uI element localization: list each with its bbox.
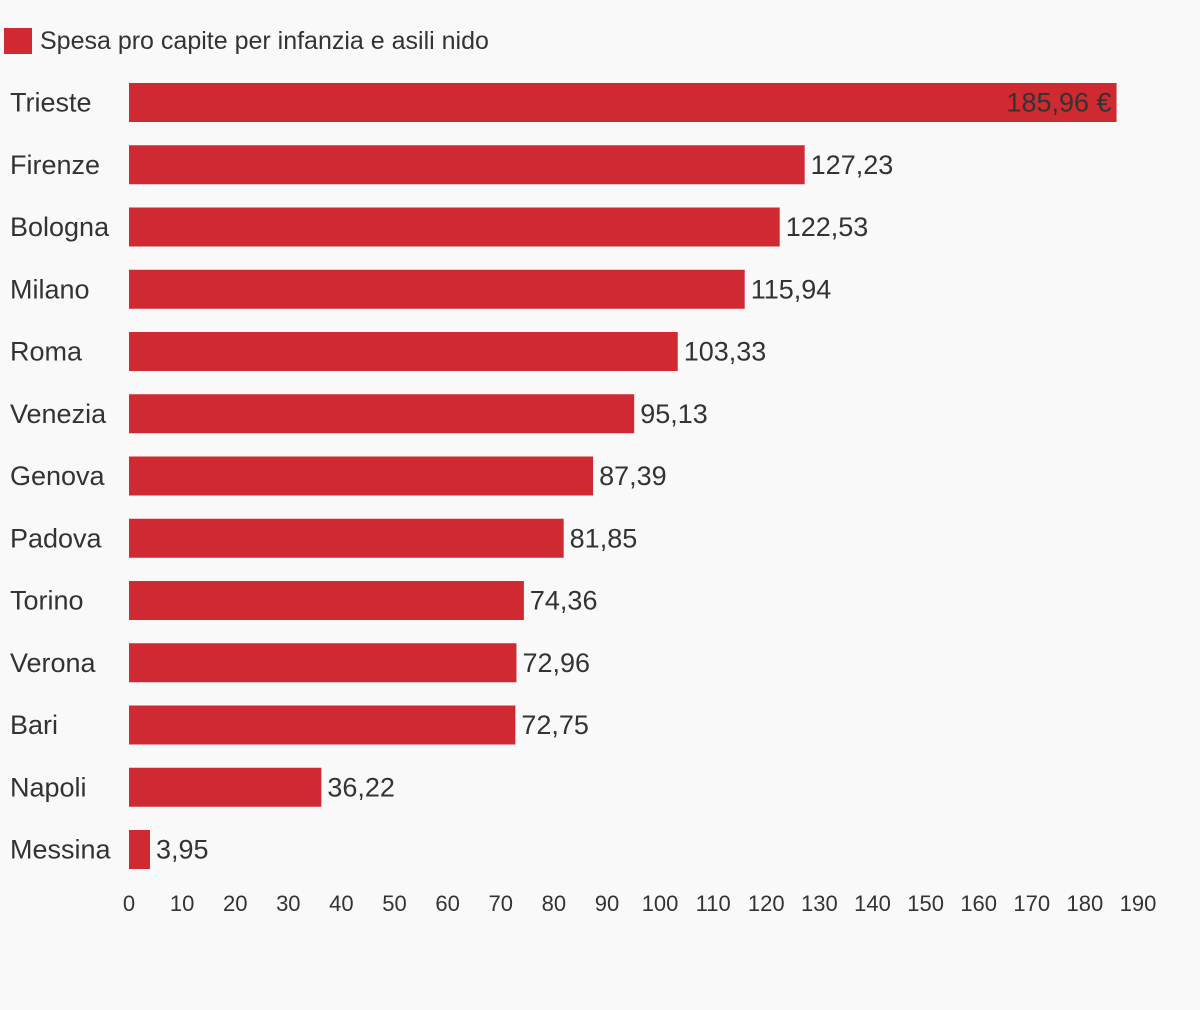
bar-genova — [129, 456, 594, 496]
bar-venezia — [129, 394, 635, 434]
category-label: Venezia — [10, 399, 107, 429]
category-label: Bologna — [10, 212, 110, 242]
x-tick-label: 70 — [488, 891, 512, 916]
legend-label: Spesa pro capite per infanzia e asili ni… — [40, 26, 489, 55]
x-tick-label: 10 — [170, 891, 194, 916]
data-label: 72,96 — [522, 648, 590, 678]
data-label: 3,95 — [156, 835, 209, 865]
bar-padova — [129, 518, 564, 558]
x-tick-label: 100 — [642, 891, 679, 916]
x-tick-label: 0 — [123, 891, 135, 916]
bars-layer — [129, 83, 1117, 869]
category-label: Messina — [10, 835, 112, 865]
bar-milano — [129, 269, 745, 309]
category-label: Torino — [10, 586, 84, 616]
data-label: 122,53 — [786, 212, 869, 242]
data-labels-layer: 185,96 € 127,23 122,53 115,94 103,33 95,13 87,… — [156, 88, 1112, 865]
bar-torino — [129, 581, 524, 620]
x-axis-ticks: 0 10 20 30 40 50 60 70 80 90 100 110 120 130 140 150 160… — [123, 891, 1156, 916]
x-tick-label: 150 — [907, 891, 944, 916]
bar-napoli — [129, 767, 322, 807]
x-tick-label: 170 — [1013, 891, 1050, 916]
x-tick-label: 160 — [960, 891, 997, 916]
bar-firenze — [129, 145, 805, 185]
data-label: 72,75 — [521, 710, 589, 740]
legend-swatch — [4, 28, 32, 54]
x-tick-label: 180 — [1067, 891, 1104, 916]
bar-roma — [129, 332, 678, 371]
category-label: Trieste — [10, 88, 92, 118]
category-label: Roma — [10, 337, 83, 367]
x-tick-label: 60 — [435, 891, 459, 916]
x-tick-label: 130 — [801, 891, 838, 916]
category-label: Firenze — [10, 150, 100, 180]
bar-messina — [129, 830, 150, 869]
x-tick-label: 50 — [382, 891, 406, 916]
chart-legend: Spesa pro capite per infanzia e asili ni… — [4, 26, 489, 56]
data-label: 36,22 — [327, 772, 395, 802]
x-tick-label: 140 — [854, 891, 891, 916]
data-label: 115,94 — [751, 274, 832, 304]
data-label: 185,96 € — [1006, 88, 1111, 118]
category-label: Verona — [10, 648, 97, 678]
x-tick-label: 90 — [595, 891, 619, 916]
x-tick-label: 40 — [329, 891, 353, 916]
category-label: Milano — [10, 274, 90, 304]
category-label: Bari — [10, 710, 58, 740]
bar-bologna — [129, 207, 780, 247]
x-tick-label: 20 — [223, 891, 247, 916]
bar-trieste — [129, 83, 1117, 122]
category-labels-layer: Trieste Firenze Bologna Milano Roma Venezia Ge… — [10, 88, 112, 865]
x-tick-label: 80 — [542, 891, 566, 916]
x-tick-label: 30 — [276, 891, 300, 916]
data-label: 103,33 — [684, 337, 767, 367]
data-label: 127,23 — [811, 150, 894, 180]
x-tick-label: 120 — [748, 891, 785, 916]
x-tick-label: 110 — [696, 891, 731, 916]
data-label: 81,85 — [570, 523, 638, 553]
category-label: Padova — [10, 523, 103, 553]
bar-bari — [129, 705, 516, 745]
category-label: Napoli — [10, 772, 87, 802]
data-label: 87,39 — [599, 461, 667, 491]
data-label: 95,13 — [640, 399, 708, 429]
x-tick-label: 190 — [1120, 891, 1157, 916]
data-label: 74,36 — [530, 586, 598, 616]
bar-verona — [129, 643, 517, 683]
category-label: Genova — [10, 461, 106, 491]
